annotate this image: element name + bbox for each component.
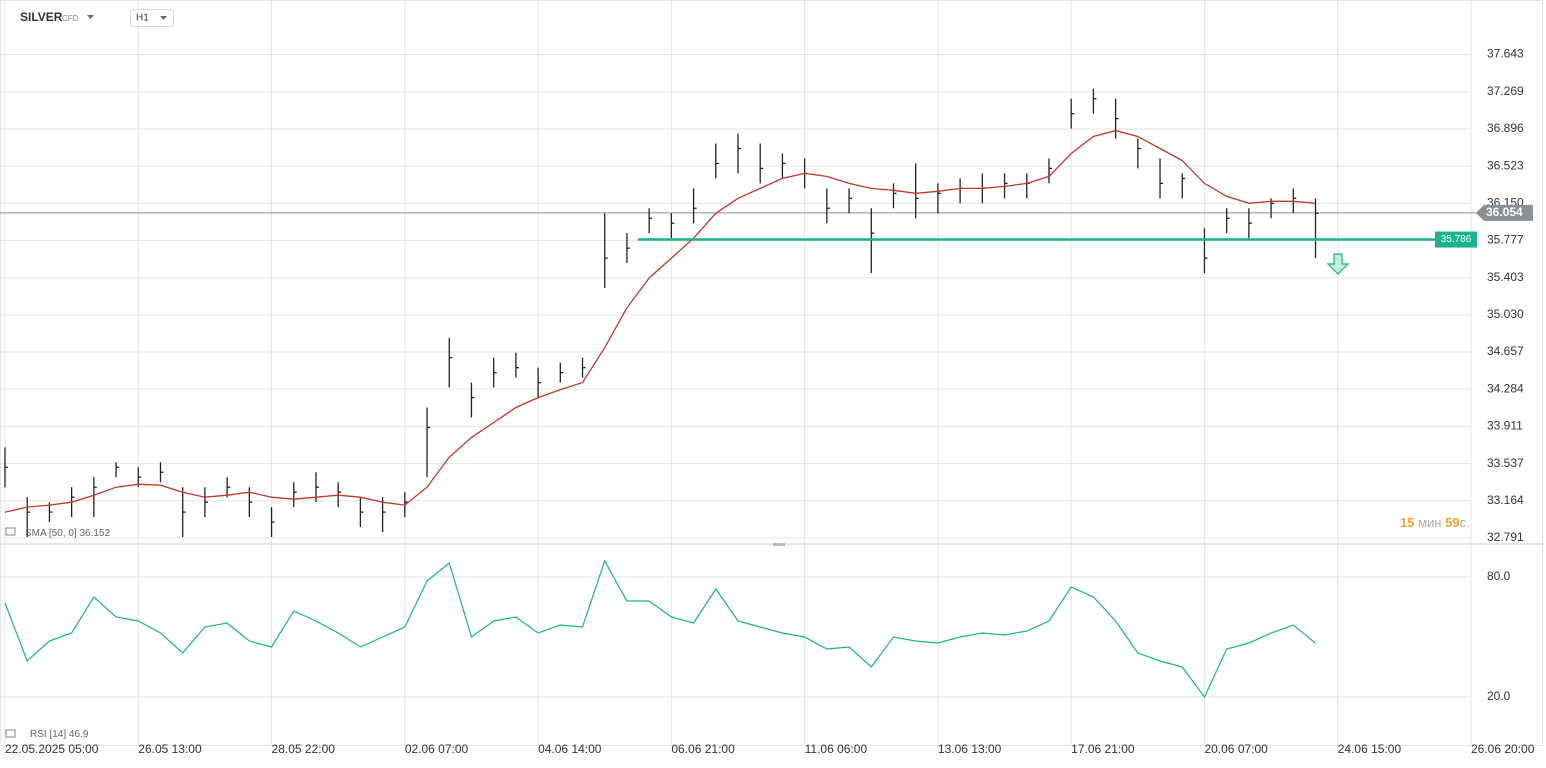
support-label: 35.786 [1441, 234, 1472, 245]
x-tick-label: 17.06 21:00 [1071, 742, 1135, 756]
symbol[interactable]: SILVER [20, 10, 63, 24]
symbol-dropdown[interactable] [87, 15, 94, 19]
down-arrow [1326, 253, 1350, 275]
legend-icon[interactable] [5, 729, 16, 738]
sma-value: 36.152 [79, 528, 110, 539]
x-tick-label: 24.06 15:00 [1338, 742, 1402, 756]
last-price-label: 36.054 [1486, 205, 1523, 219]
x-tick-label: 20.06 07:00 [1204, 742, 1268, 756]
frame [0, 0, 1543, 746]
timer-minutes: 15 [1400, 515, 1414, 530]
rsi-legend-text: RSI [14] 46.9 [30, 729, 89, 740]
timer-seconds-unit: с. [1460, 515, 1470, 530]
timeframe: H1 [136, 13, 149, 24]
timeframe-dropdown [160, 16, 167, 20]
legend-icon[interactable] [5, 527, 16, 536]
x-tick-label: 02.06 07:00 [405, 742, 469, 756]
rsi-name: RSI [14] [30, 729, 66, 740]
x-tick-label: 28.05 22:00 [272, 742, 336, 756]
timer-minutes-unit: мин [1418, 515, 1441, 530]
sma-legend-text: SMA [50, 0] 36.152 [25, 528, 111, 539]
rsi-legend: RSI [14] 46.9 [5, 729, 89, 740]
y-tick-label: 36.896 [1487, 121, 1524, 135]
support-label-box [1435, 231, 1477, 248]
x-tick-label: 26.05 13:00 [138, 742, 202, 756]
y-tick-label: 80.0 [1487, 569, 1511, 583]
sma-line [4, 129, 1316, 513]
y-tick-label: 37.643 [1487, 47, 1524, 61]
y-tick-label: 34.657 [1487, 344, 1524, 358]
candle-timer: 15 мин 59с. [1400, 515, 1470, 530]
rsi-line [4, 559, 1316, 699]
last-price-tag [1476, 204, 1533, 221]
y-tick-label: 32.791 [1487, 530, 1524, 544]
y-tick-label: 35.030 [1487, 307, 1524, 321]
timer-seconds: 59 [1445, 515, 1459, 530]
x-tick-label: 22.05.2025 05:00 [5, 742, 99, 756]
x-tick-label: 13.06 13:00 [938, 742, 1002, 756]
rsi-value: 46.9 [69, 729, 89, 740]
sma-name: SMA [50, 0] [25, 528, 77, 539]
y-tick-label: 37.269 [1487, 84, 1524, 98]
y-tick-label: 33.537 [1487, 456, 1524, 470]
y-tick-label: 33.911 [1487, 419, 1523, 433]
y-tick-label: 34.284 [1487, 381, 1524, 395]
plot-layers: 22.05.2025 05:00 26.05 13:00 28.05 22:00 02… [0, 0, 1535, 756]
y-tick-label: 35.777 [1487, 233, 1524, 247]
instrument-type: CFD [62, 14, 79, 23]
timeframe-select[interactable] [130, 9, 174, 27]
toolbar: SILVER CFD H1 [20, 9, 174, 27]
x-tick-label: 11.06 06:00 [805, 742, 868, 756]
y-tick-label: 20.0 [1487, 689, 1511, 703]
y-tick-label: 33.164 [1487, 493, 1524, 507]
y-tick-label: 36.523 [1487, 158, 1524, 172]
x-tick-label: 06.06 21:00 [671, 742, 735, 756]
x-tick-label: 26.06 20:00 [1471, 742, 1535, 756]
x-tick-label: 04.06 14:00 [538, 742, 602, 756]
resize-handle[interactable] [773, 543, 785, 546]
sma-legend: SMA [50, 0] 36.152 [5, 527, 111, 539]
y-tick-label: 35.403 [1487, 270, 1524, 284]
